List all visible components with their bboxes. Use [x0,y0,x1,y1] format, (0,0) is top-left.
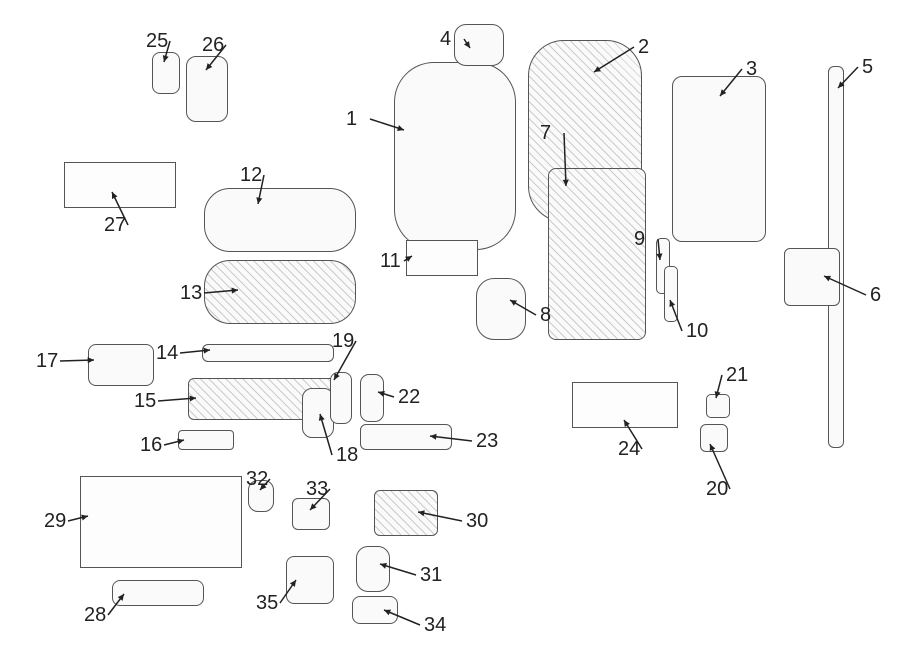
part-8-recline-lever [476,278,526,340]
part-30-mount-bracket [374,490,438,536]
part-25-anchor-cover-l [152,52,180,94]
callout-label-12: 12 [240,164,262,187]
part-21-switch [706,394,730,418]
part-31-end-cap [356,546,390,592]
callout-label-8: 8 [540,304,551,327]
parts-diagram: 1234567891011121314151617181920212223242… [0,0,900,661]
callout-label-32: 32 [246,468,268,491]
part-27-armrest [64,162,176,208]
callout-label-35: 35 [256,592,278,615]
part-33-bracket-2 [292,498,330,530]
callout-label-7: 7 [540,122,551,145]
part-23-linkage [360,424,452,450]
callout-label-23: 23 [476,430,498,453]
callout-label-31: 31 [420,564,442,587]
part-34-retainer [352,596,398,624]
callout-label-2: 2 [638,36,649,59]
part-17-side-trim [88,344,154,386]
part-6-latch-module [784,248,840,306]
part-20-switch-bezel [700,424,728,452]
callout-label-27: 27 [104,214,126,237]
callout-label-6: 6 [870,284,881,307]
callout-label-33: 33 [306,478,328,501]
callout-label-25: 25 [146,30,168,53]
callout-label-29: 29 [44,510,66,533]
part-28-strap [112,580,204,606]
callout-label-22: 22 [398,386,420,409]
callout-label-1: 1 [346,108,357,131]
callout-label-5: 5 [862,56,873,79]
part-22-bolster [360,374,384,422]
part-1-seat-back-cover [394,62,516,250]
part-4-headrest [454,24,504,66]
part-12-cushion-cover [204,188,356,252]
callout-label-14: 14 [156,342,178,365]
part-14-front-trim [202,344,334,362]
part-35-shield [286,556,334,604]
callout-label-18: 18 [336,444,358,467]
callout-label-13: 13 [180,282,202,305]
callout-label-17: 17 [36,350,58,373]
callout-label-24: 24 [618,438,640,461]
callout-label-15: 15 [134,390,156,413]
part-10-guide-sleeve-2 [664,266,678,322]
callout-label-30: 30 [466,510,488,533]
part-16-bracket [178,430,234,450]
part-3-seat-back-panel [672,76,766,242]
callout-label-10: 10 [686,320,708,343]
callout-label-20: 20 [706,478,728,501]
part-29-wire-harness [80,476,242,568]
callout-label-11: 11 [380,250,401,273]
callout-label-21: 21 [726,364,748,387]
part-11-trim-cover [406,240,478,276]
part-7-back-frame [548,168,646,340]
part-19-hinge-cover-2 [330,372,352,424]
callout-label-3: 3 [746,58,757,81]
callout-label-26: 26 [202,34,224,57]
callout-label-34: 34 [424,614,446,637]
part-24-side-shield [572,382,678,428]
callout-label-9: 9 [634,228,645,251]
part-26-anchor-cover-r [186,56,228,122]
callout-label-19: 19 [332,330,354,353]
part-13-cushion-pad [204,260,356,324]
callout-label-28: 28 [84,604,106,627]
callout-label-16: 16 [140,434,162,457]
callout-label-4: 4 [440,28,451,51]
